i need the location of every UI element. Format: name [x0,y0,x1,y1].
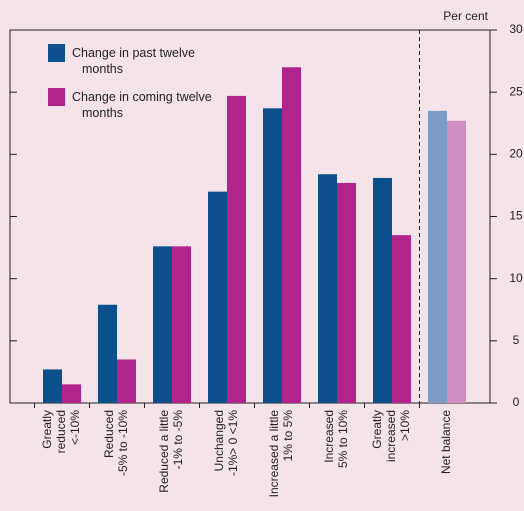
x-tick-label: Reduced a little [157,410,171,493]
y-tick-label: 15 [509,209,523,223]
bar [392,235,411,403]
x-tick-label: >10% [398,410,412,441]
bar [373,177,392,403]
x-tick-label: Increased [322,410,336,463]
bar [117,359,136,403]
x-tick-label: 5% to 10% [336,410,350,468]
bar [263,108,282,403]
bar [172,246,191,403]
plot-frame [9,29,491,404]
bar [318,174,337,403]
x-tick-label: reduced [54,410,68,453]
x-tick-label: increased [384,410,398,462]
x-tick-label: Reduced [102,410,116,458]
legend-swatch [48,44,65,62]
x-tick-label: -5% to -10% [116,410,130,476]
y-tick-label: 10 [509,271,523,285]
bar [282,67,301,404]
bar [153,246,172,403]
x-tick-label: Greatly [40,410,54,449]
y-tick-label: 5 [513,333,520,347]
bar [43,369,62,403]
y-tick-label: 20 [509,147,523,161]
y-tick-label: 25 [509,84,523,98]
bar [98,304,117,403]
y-axis-label: Per cent [443,9,488,23]
bar [62,384,81,403]
x-tick-label: 1% to 5% [281,410,295,462]
x-tick-label: Increased a little [267,410,281,498]
x-tick-label: Net balance [439,410,453,474]
x-tick-label: Unchanged [212,410,226,471]
legend-label: Change in coming twelve months [72,90,212,120]
legend-label: Change in past twelve months [72,46,195,76]
y-tick-label: 30 [509,22,523,36]
bar [337,182,356,403]
x-tick-label: -1% to -5% [171,410,185,470]
legend-swatch [48,88,65,106]
bar [208,191,227,403]
bar [227,95,246,403]
x-tick-label: Greatly [370,410,384,449]
bar [428,110,447,404]
x-tick-label: -1%> 0 <1% [226,410,240,476]
bar [447,120,466,403]
y-tick-label: 0 [513,395,520,409]
x-tick-label: <-10% [68,410,82,445]
